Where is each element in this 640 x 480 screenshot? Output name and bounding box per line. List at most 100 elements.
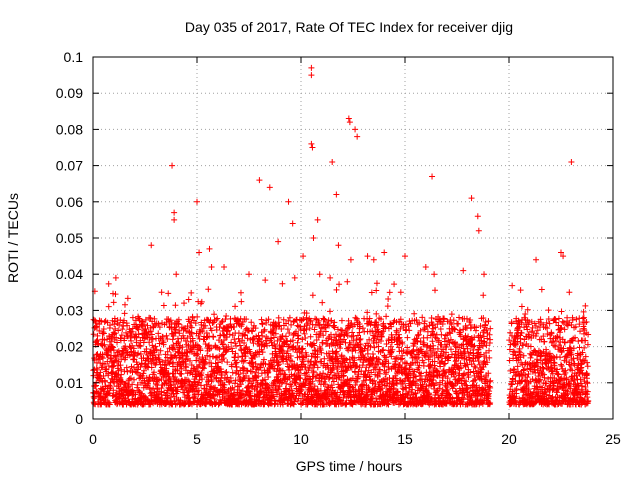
data-point xyxy=(185,388,192,395)
data-point xyxy=(391,281,398,288)
data-point xyxy=(99,364,106,371)
data-point xyxy=(211,311,218,318)
data-point xyxy=(195,332,202,339)
data-point xyxy=(248,385,255,392)
data-point xyxy=(222,369,229,376)
data-point xyxy=(308,140,315,147)
data-point xyxy=(141,367,148,374)
data-point xyxy=(547,331,554,338)
data-point xyxy=(99,355,106,362)
data-point xyxy=(349,329,356,336)
data-point xyxy=(195,387,202,394)
data-point xyxy=(249,359,256,366)
data-point xyxy=(221,386,228,393)
data-point xyxy=(252,325,259,332)
data-point xyxy=(294,322,301,329)
data-point xyxy=(227,315,234,322)
data-point xyxy=(249,328,256,335)
data-point xyxy=(142,326,149,333)
data-point xyxy=(279,280,286,287)
data-point xyxy=(167,317,174,324)
data-point xyxy=(411,310,418,317)
data-point xyxy=(448,311,455,318)
data-point xyxy=(194,380,201,387)
data-point xyxy=(194,198,200,205)
data-point xyxy=(404,334,411,341)
data-point xyxy=(202,322,209,329)
data-point xyxy=(295,369,302,376)
data-point xyxy=(266,184,273,191)
data-point xyxy=(270,393,277,400)
data-point xyxy=(291,274,298,281)
y-tick-label: 0.09 xyxy=(56,85,83,101)
data-point xyxy=(173,271,180,278)
data-points xyxy=(90,64,592,408)
data-point xyxy=(109,369,116,376)
data-point xyxy=(235,320,242,327)
data-point xyxy=(142,316,149,323)
data-point xyxy=(181,300,188,307)
data-point xyxy=(231,386,238,393)
data-point xyxy=(487,325,494,332)
y-tick-labels: 00.010.020.030.040.050.060.070.080.090.1 xyxy=(56,49,83,427)
data-point xyxy=(166,360,173,367)
data-point xyxy=(561,326,568,333)
data-point xyxy=(545,307,552,314)
data-point xyxy=(243,367,250,374)
data-point xyxy=(118,366,125,373)
data-point xyxy=(90,331,97,338)
data-point xyxy=(232,380,239,387)
data-point xyxy=(126,343,133,350)
data-point xyxy=(205,286,212,293)
data-point xyxy=(256,177,263,184)
data-point xyxy=(269,392,276,399)
data-point xyxy=(308,72,315,79)
data-point xyxy=(272,330,279,337)
data-point xyxy=(106,382,113,389)
data-point xyxy=(101,388,108,395)
data-point xyxy=(285,198,292,205)
data-point xyxy=(335,242,342,249)
data-point xyxy=(294,349,301,356)
data-point xyxy=(397,356,404,363)
data-point xyxy=(584,371,591,378)
data-point xyxy=(129,314,136,321)
data-point xyxy=(455,320,462,327)
data-point xyxy=(468,195,475,202)
data-point xyxy=(121,301,128,308)
data-point xyxy=(506,337,513,344)
data-point xyxy=(147,315,154,322)
data-point xyxy=(224,374,231,381)
data-point xyxy=(580,314,587,321)
data-point xyxy=(196,361,203,368)
data-point xyxy=(224,359,231,366)
data-point xyxy=(164,348,171,355)
data-point xyxy=(155,330,162,337)
data-point xyxy=(141,335,148,342)
data-point xyxy=(384,303,391,310)
x-tick-label: 5 xyxy=(193,431,201,447)
data-point xyxy=(141,321,148,328)
data-point xyxy=(555,315,562,322)
data-point xyxy=(101,341,108,348)
data-point xyxy=(265,316,272,323)
data-point xyxy=(165,290,172,297)
data-point xyxy=(179,344,186,351)
data-point xyxy=(226,331,233,338)
data-point xyxy=(222,316,229,323)
data-point xyxy=(111,379,118,386)
data-point xyxy=(110,344,117,351)
data-point xyxy=(100,325,107,332)
data-point xyxy=(251,353,258,360)
data-point xyxy=(445,354,452,361)
data-point xyxy=(176,330,183,337)
data-point xyxy=(251,352,258,359)
data-point xyxy=(259,332,266,339)
data-point xyxy=(280,343,287,350)
data-point xyxy=(150,377,157,384)
data-point xyxy=(227,321,234,328)
data-point xyxy=(573,316,580,323)
data-point xyxy=(232,350,239,357)
data-point xyxy=(247,350,254,357)
